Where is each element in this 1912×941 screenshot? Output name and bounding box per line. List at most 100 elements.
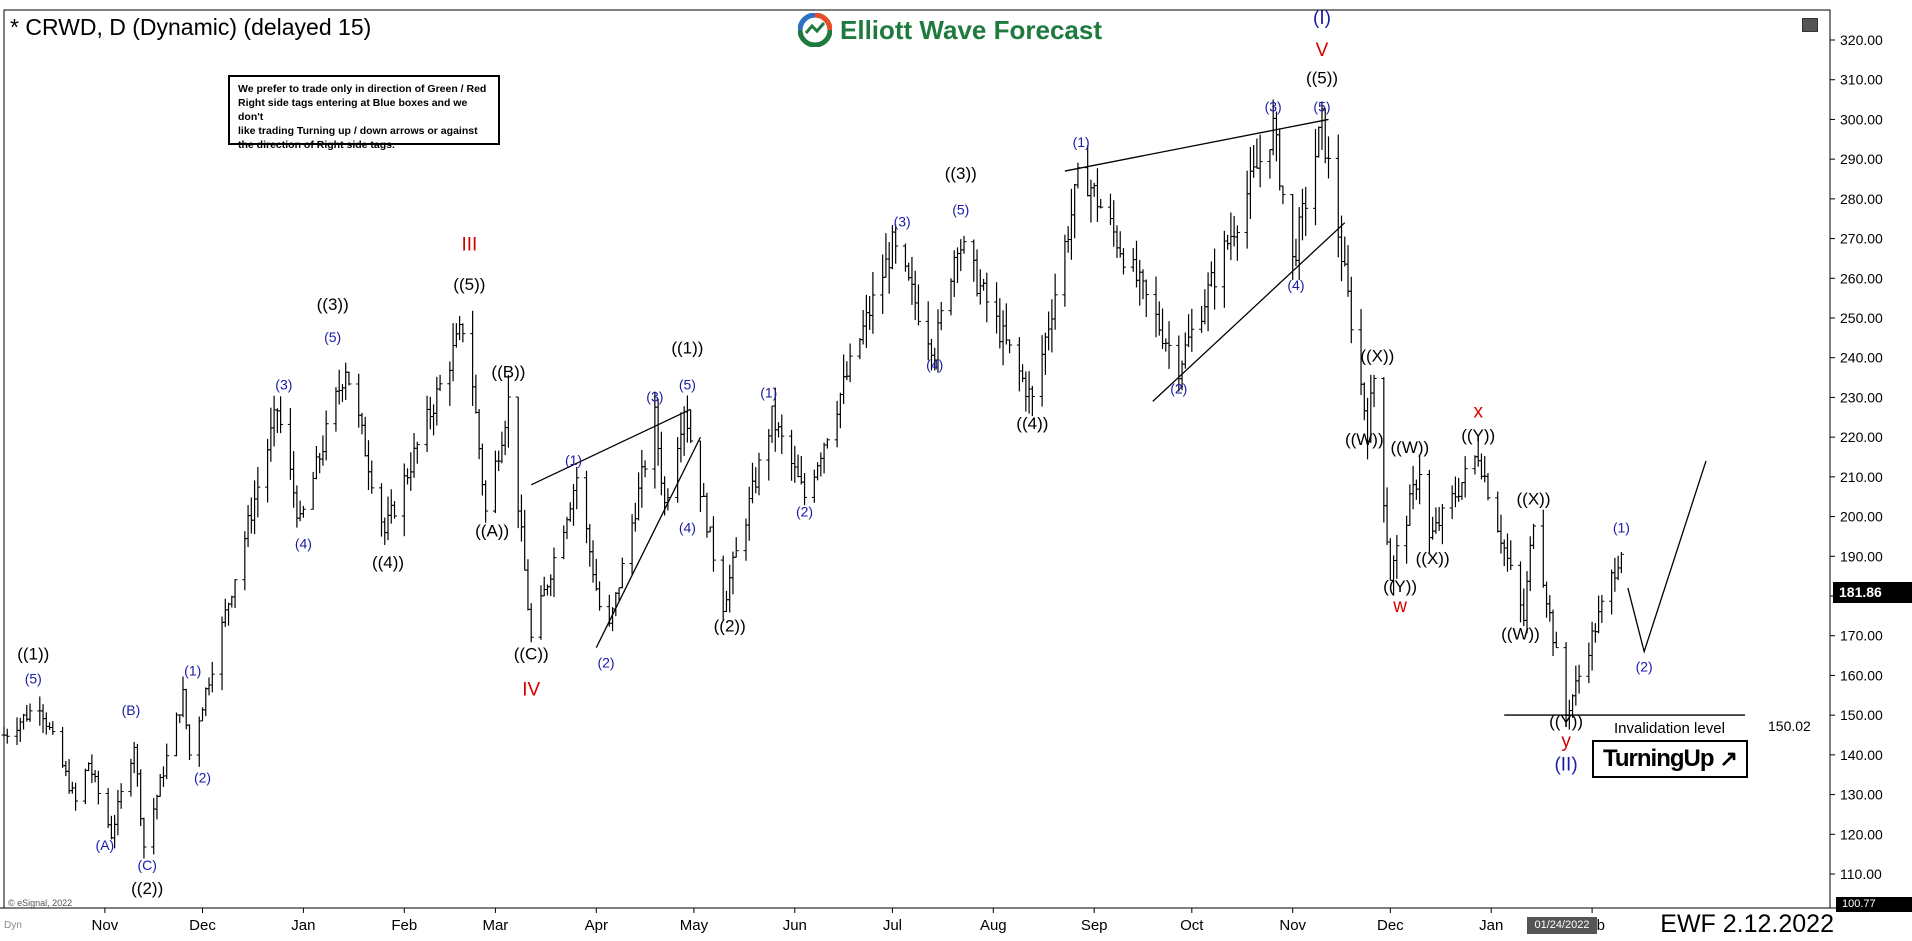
invalidation-value: 150.02 — [1768, 718, 1811, 734]
y-tick-label: 110.00 — [1840, 866, 1882, 882]
y-tick-label: 130.00 — [1840, 787, 1883, 803]
y-tick-label: 320.00 — [1840, 32, 1883, 48]
disclaimer-line: Right side tags entering at Blue boxes a… — [238, 97, 468, 123]
wave-label: ((W)) — [1345, 430, 1384, 449]
wave-label: ((2)) — [131, 879, 163, 898]
y-tick-label: 120.00 — [1840, 826, 1883, 842]
wave-label: (1) — [1073, 134, 1090, 150]
wave-label: (4) — [295, 535, 312, 551]
wave-label: ((A)) — [475, 521, 509, 540]
wave-label: ((5)) — [1306, 69, 1338, 88]
logo-icon — [798, 13, 832, 47]
trendlines — [530, 118, 1746, 716]
wave-label: (1) — [1613, 519, 1630, 535]
disclaimer-box: We prefer to trade only in direction of … — [228, 75, 500, 151]
trendline — [595, 436, 702, 648]
plot-frame — [0, 9, 1912, 909]
restore-window-icon[interactable] — [1802, 18, 1818, 32]
wave-label: (C) — [137, 857, 156, 873]
wave-label: ((1)) — [17, 645, 49, 664]
axes: 110.00 120.00 130.00 140.00 150.00 160.00 170.… — [92, 32, 1883, 934]
arrow-up-right-icon: ↗ — [1719, 746, 1738, 771]
axis-min-badge: 100.77 — [1836, 897, 1912, 912]
x-tick-label: May — [680, 917, 709, 934]
x-tick-label: Dec — [189, 917, 216, 934]
wave-label: ((W)) — [1391, 438, 1430, 457]
ohlc-bars — [1, 99, 1624, 859]
wave-label: ((3)) — [945, 164, 977, 183]
last-price-badge: 181.86 — [1833, 582, 1912, 603]
wave-label: (5) — [25, 670, 42, 686]
x-tick-label: Nov — [1279, 917, 1306, 934]
wave-label: ((Y)) — [1549, 712, 1583, 731]
x-tick-label: Jun — [783, 917, 807, 934]
disclaimer-line: like trading Turning up / down arrows or… — [238, 125, 478, 137]
y-tick-label: 240.00 — [1840, 350, 1883, 366]
wave-label: (2) — [1636, 658, 1653, 674]
x-tick-label: Oct — [1180, 917, 1204, 934]
wave-label: y — [1561, 731, 1571, 752]
wave-label: (4) — [679, 519, 696, 535]
y-tick-label: 170.00 — [1840, 628, 1883, 644]
wave-label: ((4)) — [372, 553, 404, 572]
wave-label: IV — [522, 679, 540, 700]
y-tick-label: 280.00 — [1840, 191, 1883, 207]
wave-label: V — [1316, 40, 1329, 61]
logo: Elliott Wave Forecast — [798, 10, 1102, 50]
wave-label: ((W)) — [1501, 625, 1540, 644]
wave-label: ((3)) — [317, 295, 349, 314]
wave-label: ((4)) — [1016, 414, 1048, 433]
wave-label: x — [1473, 401, 1483, 422]
invalidation-label: Invalidation level — [1614, 720, 1725, 737]
x-tick-label: Feb — [391, 917, 417, 934]
wave-label: (I) — [1313, 8, 1331, 29]
footer-brand: EWF 2.12.2022 — [1660, 910, 1834, 938]
wave-label: (2) — [1170, 380, 1187, 396]
wave-label: ((B)) — [491, 363, 525, 382]
wave-label: (5) — [324, 329, 341, 345]
x-tick-label: Sep — [1081, 917, 1108, 934]
wave-label: (2) — [194, 770, 211, 786]
projected-path — [1627, 460, 1707, 654]
x-tick-label: Nov — [92, 917, 119, 934]
wave-label: (2) — [597, 654, 614, 670]
dynamic-mode-label[interactable]: Dyn — [4, 920, 22, 931]
wave-label: ((X)) — [1360, 347, 1394, 366]
wave-label: (1) — [760, 384, 777, 400]
x-tick-label: Apr — [585, 917, 608, 934]
y-tick-label: 150.00 — [1840, 707, 1883, 723]
wave-label: (3) — [275, 376, 292, 392]
disclaimer-line: the direction of Right side tags. — [238, 139, 395, 151]
cursor-date-badge: 01/24/2022 — [1527, 917, 1597, 934]
y-tick-label: 230.00 — [1840, 389, 1883, 405]
wave-label: ((2)) — [714, 617, 746, 636]
wave-label: (3) — [1265, 98, 1282, 114]
y-tick-label: 220.00 — [1840, 429, 1883, 445]
y-tick-label: 190.00 — [1840, 548, 1883, 564]
wave-label: ((X)) — [1517, 490, 1551, 509]
wave-label: (3) — [646, 388, 663, 404]
y-tick-label: 310.00 — [1840, 72, 1883, 88]
data-source-credit: © eSignal, 2022 — [8, 898, 73, 908]
wave-label: (3) — [894, 214, 911, 230]
wave-label: ((Y)) — [1383, 577, 1417, 596]
wave-label: w — [1392, 596, 1407, 617]
logo-text: Elliott Wave Forecast — [840, 14, 1102, 45]
wave-label: ((5)) — [453, 275, 485, 294]
turning-up-text: TurningUp — [1603, 745, 1715, 772]
wave-labels: ((1)) (5) (A) (B) (C) ((2)) (1) (2) (3) (4) ((3)) (… — [17, 8, 1652, 898]
x-tick-label: Jul — [883, 917, 902, 934]
wave-label: ((Y)) — [1461, 426, 1495, 445]
wave-label: ((X)) — [1416, 549, 1450, 568]
wave-label: III — [461, 234, 477, 255]
x-tick-label: Dec — [1377, 917, 1404, 934]
y-tick-label: 300.00 — [1840, 111, 1883, 127]
x-tick-label: Aug — [980, 917, 1007, 934]
wave-label: (5) — [679, 376, 696, 392]
trendline — [1064, 118, 1329, 172]
x-tick-label: Mar — [482, 917, 508, 934]
wave-label: (2) — [796, 504, 813, 520]
y-tick-label: 250.00 — [1840, 310, 1883, 326]
y-tick-label: 140.00 — [1840, 747, 1883, 763]
